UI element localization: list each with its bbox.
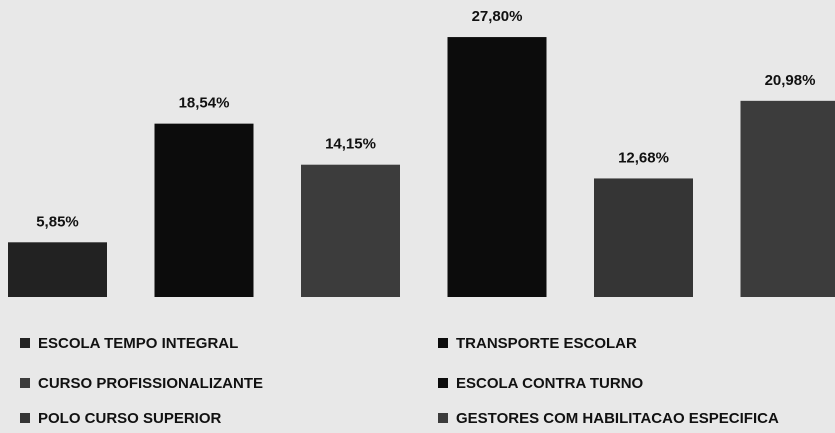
- legend-label: CURSO PROFISSIONALIZANTE: [38, 375, 263, 392]
- legend-label: POLO CURSO SUPERIOR: [38, 410, 222, 427]
- bar: [447, 37, 547, 297]
- bar: [8, 242, 107, 297]
- data-label: 14,15%: [325, 136, 376, 153]
- legend-label: TRANSPORTE ESCOLAR: [456, 335, 637, 352]
- data-label: 20,98%: [765, 72, 816, 89]
- bar: [301, 164, 400, 297]
- legend-swatch: [438, 378, 448, 388]
- legend-swatch: [20, 413, 30, 423]
- data-label: 12,68%: [618, 149, 669, 166]
- legend-label: ESCOLA CONTRA TURNO: [456, 375, 644, 392]
- data-label: 27,80%: [472, 8, 523, 25]
- bar: [154, 123, 254, 297]
- legend-label: GESTORES COM HABILITACAO ESPECIFICA: [456, 410, 779, 427]
- legend-swatch: [438, 413, 448, 423]
- legend-swatch: [438, 338, 448, 348]
- bar: [594, 178, 693, 297]
- legend-swatch: [20, 378, 30, 388]
- data-label: 5,85%: [36, 213, 79, 230]
- legend-swatch: [20, 338, 30, 348]
- bar: [740, 100, 835, 297]
- data-label: 18,54%: [179, 95, 230, 112]
- legend-label: ESCOLA TEMPO INTEGRAL: [38, 335, 238, 352]
